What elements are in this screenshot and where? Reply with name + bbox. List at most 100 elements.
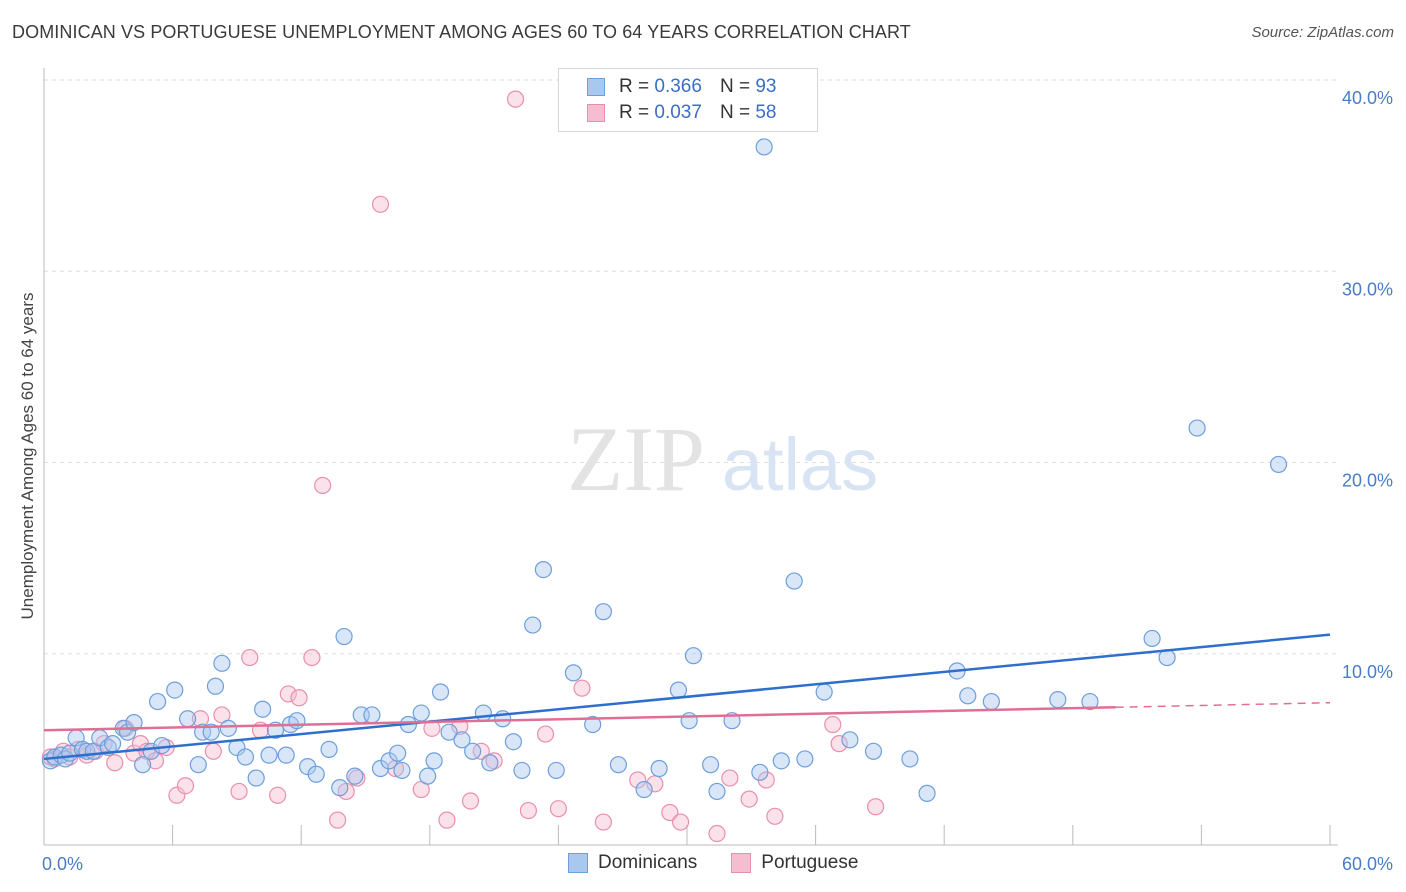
dominican-point xyxy=(815,683,833,701)
dominican-point xyxy=(148,692,167,711)
x-tick-label: 0.0% xyxy=(42,854,83,874)
dominican-point xyxy=(701,756,720,774)
portuguese-point xyxy=(329,811,347,829)
dominican-point xyxy=(584,715,602,734)
dominican-point xyxy=(534,560,552,579)
y-tick-label: 30.0% xyxy=(1342,279,1393,299)
legend-label-portuguese: Portuguese xyxy=(761,852,859,873)
legend-r-value-portuguese: 0.037 xyxy=(654,102,702,123)
dominican-point xyxy=(524,616,542,634)
legend-item-dominicans[interactable]: Dominicans xyxy=(568,852,697,874)
dominican-point xyxy=(785,572,803,590)
portuguese-point xyxy=(740,790,758,808)
watermark: ZIP atlas xyxy=(567,408,878,510)
dominican-point xyxy=(277,746,295,764)
portuguese-point xyxy=(661,803,679,822)
dominican-point xyxy=(425,752,443,770)
dominican-point xyxy=(206,677,225,695)
dominican-point xyxy=(635,780,653,799)
portuguese-point xyxy=(146,752,165,770)
dominican-point xyxy=(331,779,349,797)
portuguese-point xyxy=(708,824,726,843)
dominican-point xyxy=(236,748,255,766)
dominican-point xyxy=(419,767,437,785)
stats-legend: R = 0.366 N = 93 R = 0.037 N = 58 xyxy=(558,68,818,132)
dominican-swatch xyxy=(587,78,605,96)
dominican-point xyxy=(474,704,492,722)
dominican-point xyxy=(320,740,338,758)
legend-r-value-dominicans: 0.366 xyxy=(654,76,702,97)
portuguese-trend-line xyxy=(43,706,1116,732)
dominican-point xyxy=(841,731,859,749)
dominican-point xyxy=(307,765,325,783)
dominican-point xyxy=(247,769,265,787)
chart-title: DOMINICAN VS PORTUGUESE UNEMPLOYMENT AMO… xyxy=(12,22,911,42)
dominican-point xyxy=(684,647,703,665)
dominican-point xyxy=(133,756,152,774)
y-tick-label: 40.0% xyxy=(1342,88,1393,108)
dominican-point xyxy=(440,723,458,741)
portuguese-point xyxy=(506,90,525,108)
dominican-point xyxy=(772,752,790,770)
legend-item-portuguese[interactable]: Portuguese xyxy=(731,852,858,874)
dominican-point xyxy=(393,761,411,780)
portuguese-point xyxy=(671,813,690,831)
portuguese-point xyxy=(766,807,784,825)
dominican-point xyxy=(609,756,628,774)
dominican-point xyxy=(481,754,499,772)
dominican-point xyxy=(564,664,583,682)
portuguese-point xyxy=(204,742,222,760)
portuguese-point xyxy=(824,715,842,734)
portuguese-point xyxy=(536,725,555,743)
dominican-point xyxy=(751,763,769,781)
dominican-point xyxy=(202,723,220,741)
legend-n-value-portuguese: 58 xyxy=(755,102,777,123)
dominican-point xyxy=(650,759,668,778)
series-legend: Dominicans Portuguese xyxy=(568,852,892,874)
dominican-point xyxy=(363,706,381,724)
dominican-point xyxy=(1081,692,1099,711)
dominican-point xyxy=(166,681,184,699)
portuguese-point xyxy=(573,679,591,697)
dominican-point xyxy=(288,712,306,730)
portuguese-point xyxy=(279,685,297,703)
legend-n-label: N = xyxy=(719,76,751,97)
portuguese-point xyxy=(269,786,287,804)
portuguese-point xyxy=(176,777,195,795)
trend-lines xyxy=(43,633,1331,761)
portuguese-point xyxy=(594,813,613,831)
dominican-point xyxy=(260,746,278,764)
portuguese-point xyxy=(721,769,739,787)
legend-row-dominicans: R = 0.366 N = 93 xyxy=(587,75,776,99)
dominican-point xyxy=(153,736,171,755)
portuguese-points xyxy=(41,90,885,843)
y-tick-label: 10.0% xyxy=(1342,662,1393,682)
portuguese-point xyxy=(241,648,259,667)
dominican-legend-swatch xyxy=(568,853,588,873)
dominican-point xyxy=(103,735,122,753)
portuguese-point xyxy=(106,754,124,772)
legend-row-portuguese: R = 0.037 N = 58 xyxy=(587,101,776,125)
portuguese-point xyxy=(438,811,456,829)
portuguese-trend-extension xyxy=(1115,701,1331,709)
watermark-zip: ZIP xyxy=(567,408,705,510)
legend-r-label: R = xyxy=(619,76,650,97)
watermark-atlas: atlas xyxy=(722,423,878,506)
portuguese-point xyxy=(549,800,568,818)
dominican-point xyxy=(179,710,197,728)
dominican-point xyxy=(901,750,919,768)
portuguese-point xyxy=(314,476,332,495)
portuguese-point xyxy=(830,735,848,753)
dominican-point xyxy=(594,603,613,621)
dominican-point xyxy=(125,713,143,732)
dominican-point xyxy=(189,756,207,774)
dominican-point xyxy=(796,750,814,768)
dominican-point xyxy=(504,733,522,751)
portuguese-legend-swatch xyxy=(731,853,752,873)
dominican-point xyxy=(755,138,773,156)
dominican-trend-line xyxy=(43,633,1331,761)
portuguese-point xyxy=(371,195,390,213)
legend-r-label: R = xyxy=(619,102,650,123)
portuguese-point xyxy=(867,798,885,816)
